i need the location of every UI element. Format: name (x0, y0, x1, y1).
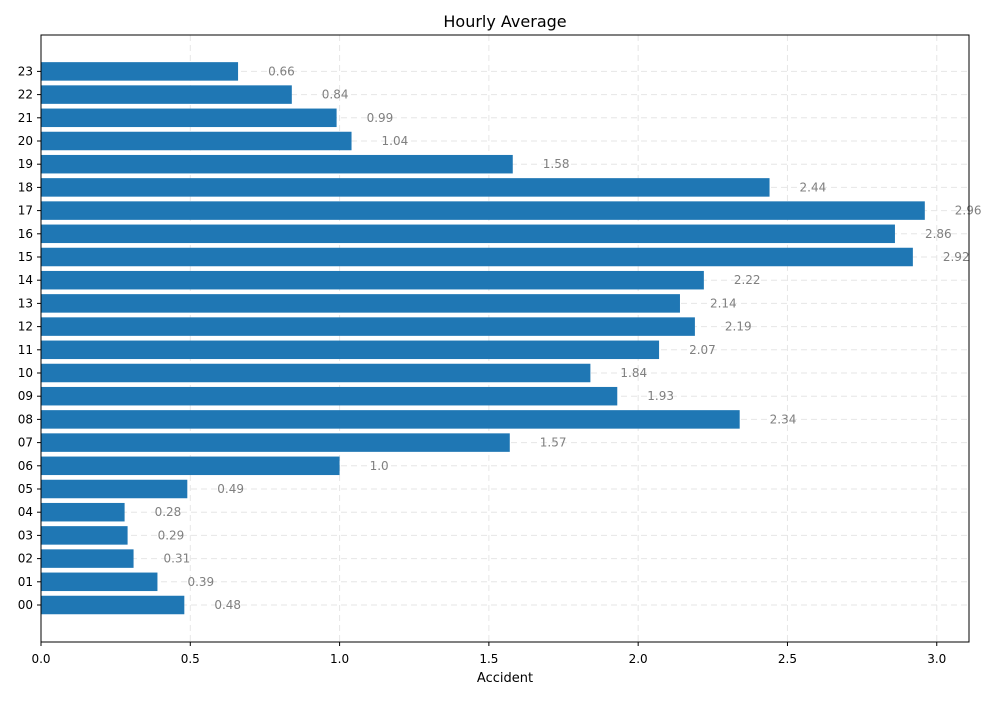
y-tick-label: 14 (18, 273, 33, 287)
bar-hour-01 (41, 572, 158, 592)
x-tick-label: 1.5 (479, 652, 498, 666)
bar-hour-10 (41, 363, 591, 383)
data-labels: 0.480.390.310.290.280.491.01.572.341.931… (155, 64, 982, 612)
bar-hour-21 (41, 108, 337, 128)
data-label-hour-01: 0.39 (187, 575, 214, 589)
data-label-hour-18: 2.44 (800, 180, 827, 194)
y-tick-label: 12 (18, 320, 33, 334)
data-label-hour-02: 0.31 (164, 552, 191, 566)
data-label-hour-06: 1.0 (370, 459, 389, 473)
bar-hour-20 (41, 131, 352, 151)
y-tick-label: 05 (18, 482, 33, 496)
bar-hour-08 (41, 410, 740, 429)
bar-hour-18 (41, 178, 770, 197)
y-tick-label: 07 (18, 436, 33, 450)
data-label-hour-20: 1.04 (382, 134, 409, 148)
data-label-hour-04: 0.28 (155, 505, 182, 519)
y-tick-label: 22 (18, 88, 33, 102)
data-label-hour-09: 1.93 (647, 389, 674, 403)
data-label-hour-23: 0.66 (268, 64, 295, 78)
bar-hour-06 (41, 456, 340, 476)
bar-hour-03 (41, 526, 128, 545)
bar-hour-16 (41, 224, 895, 244)
data-label-hour-21: 0.99 (367, 111, 394, 125)
bar-hour-23 (41, 62, 239, 81)
data-label-hour-14: 2.22 (734, 273, 761, 287)
x-tick-label: 0.0 (31, 652, 50, 666)
bar-hour-13 (41, 294, 680, 313)
bar-hour-09 (41, 386, 618, 406)
bar-hour-17 (41, 201, 925, 220)
bar-hour-04 (41, 502, 125, 522)
data-label-hour-12: 2.19 (725, 320, 752, 334)
y-tick-label: 06 (18, 459, 33, 473)
y-tick-label: 17 (18, 204, 33, 218)
y-tick-label: 04 (18, 505, 33, 519)
x-tick-label: 2.0 (629, 652, 648, 666)
data-label-hour-17: 2.96 (955, 204, 982, 218)
bar-hour-07 (41, 433, 510, 452)
chart-title: Hourly Average (443, 12, 566, 31)
y-tick-label: 02 (18, 552, 33, 566)
bar-hour-22 (41, 85, 292, 104)
bar-hour-02 (41, 549, 134, 568)
data-label-hour-05: 0.49 (217, 482, 244, 496)
data-label-hour-13: 2.14 (710, 296, 737, 310)
data-label-hour-16: 2.86 (925, 227, 952, 241)
bar-hour-00 (41, 595, 185, 615)
y-tick-label: 01 (18, 575, 33, 589)
y-tick-label: 13 (18, 296, 33, 310)
y-tick-label: 10 (18, 366, 33, 380)
data-label-hour-00: 0.48 (214, 598, 241, 612)
data-label-hour-19: 1.58 (543, 157, 570, 171)
bar-hour-19 (41, 154, 513, 174)
x-tick-label: 3.0 (927, 652, 946, 666)
bar-hour-11 (41, 340, 660, 360)
bar-hour-12 (41, 317, 695, 336)
y-tick-label: 00 (18, 598, 33, 612)
bar-hour-05 (41, 479, 188, 499)
data-label-hour-03: 0.29 (158, 528, 185, 542)
x-tick-label: 0.5 (181, 652, 200, 666)
y-axis-ticks: 00 01 02 03 04 05 06 07 08 09 10 11 12 13 14 15 16 17 18 19… (18, 64, 41, 612)
y-tick-label: 11 (18, 343, 33, 357)
x-tick-label: 1.0 (330, 652, 349, 666)
data-label-hour-08: 2.34 (770, 412, 797, 426)
bar-hour-15 (41, 247, 913, 267)
plot-frame (40, 34, 970, 643)
data-label-hour-15: 2.92 (943, 250, 970, 264)
y-tick-label: 19 (18, 157, 33, 171)
y-tick-label: 23 (18, 64, 33, 78)
bars (41, 62, 925, 615)
bar-hour-14 (41, 270, 704, 290)
y-tick-label: 15 (18, 250, 33, 264)
y-tick-label: 18 (18, 180, 33, 194)
y-tick-label: 09 (18, 389, 33, 403)
x-tick-label: 2.5 (778, 652, 797, 666)
x-axis-ticks: 0.0 0.5 1.0 1.5 2.0 2.5 3.0 (31, 642, 946, 666)
y-tick-label: 08 (18, 412, 33, 426)
data-label-hour-22: 0.84 (322, 88, 349, 102)
y-tick-label: 20 (18, 134, 33, 148)
data-label-hour-07: 1.57 (540, 436, 567, 450)
data-label-hour-10: 1.84 (620, 366, 647, 380)
y-tick-label: 16 (18, 227, 33, 241)
y-tick-label: 21 (18, 111, 33, 125)
data-label-hour-11: 2.07 (689, 343, 716, 357)
y-tick-label: 03 (18, 528, 33, 542)
x-axis-label: Accident (477, 671, 533, 686)
